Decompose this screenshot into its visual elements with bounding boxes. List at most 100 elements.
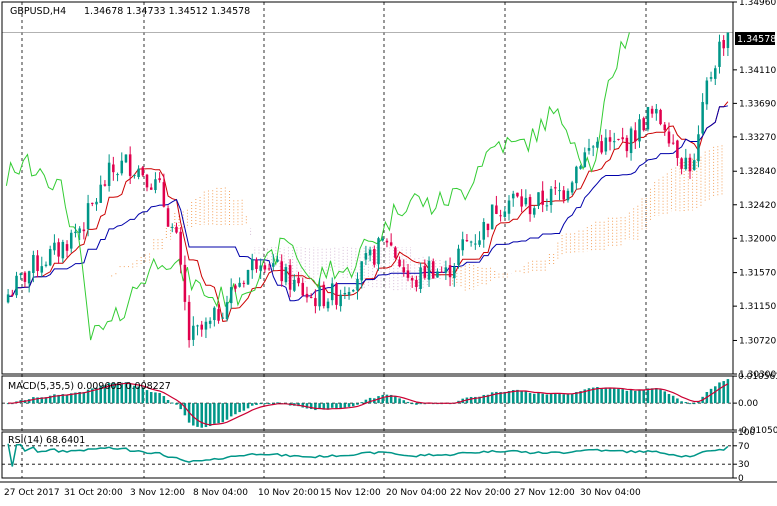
macd-histogram-bar (128, 384, 132, 404)
candle-body (701, 102, 704, 134)
macd-histogram-bar (91, 388, 94, 404)
macd-histogram-bar (246, 403, 250, 409)
candle-body (722, 40, 725, 49)
candle-body (554, 187, 557, 189)
candle-body (629, 128, 633, 154)
y-tick-label: 1.32420 (739, 201, 776, 211)
candle-body (162, 182, 166, 207)
candle-body (293, 279, 296, 291)
candle-body (541, 190, 544, 205)
candle-body (419, 267, 422, 289)
x-tick-label: 31 Oct 20:00 (64, 488, 123, 498)
macd-y-tick-label: 0.010563 (738, 372, 777, 382)
candle-body (305, 293, 309, 298)
macd-histogram-bar (516, 389, 519, 404)
macd-histogram-bar (604, 387, 608, 404)
candle-body (32, 254, 35, 274)
macd-histogram-bar (671, 395, 675, 404)
macd-histogram-bar (579, 391, 582, 404)
candle-body (246, 269, 250, 285)
macd-histogram-bar (718, 382, 721, 404)
candle-body (137, 168, 140, 178)
candle-body (516, 192, 519, 197)
macd-histogram-bar (44, 397, 48, 404)
candle-body (415, 279, 418, 288)
macd-histogram-bar (600, 387, 603, 404)
candle-body (158, 178, 161, 181)
macd-histogram-bar (276, 402, 279, 404)
macd-histogram-bar (162, 396, 166, 404)
candle-body (314, 298, 317, 307)
macd-histogram-bar (154, 392, 157, 404)
candle-body (444, 267, 448, 273)
macd-histogram-bar (356, 403, 359, 405)
chikou-span-line (5, 32, 630, 341)
candle-body (402, 267, 406, 273)
macd-histogram-bar (612, 388, 616, 404)
current-price-text: 1.34578 (737, 34, 776, 45)
macd-histogram-bar (684, 402, 688, 404)
macd-histogram-bar (646, 388, 650, 404)
candle-body (726, 32, 730, 48)
candle-body (671, 142, 675, 144)
macd-title: MACD(5,35,5) 0.009605 0.008227 (8, 381, 171, 392)
tenkan-sen-line (8, 101, 729, 322)
candle-body (650, 108, 654, 114)
macd-histogram-bar (419, 403, 422, 405)
macd-histogram-bar (314, 403, 317, 411)
macd-histogram-bar (549, 393, 553, 404)
macd-histogram-bar (107, 383, 111, 404)
candle-body (431, 261, 435, 279)
candle-body (495, 205, 498, 214)
candle-body (339, 294, 342, 307)
candle-body (65, 244, 69, 251)
candle-body (40, 266, 44, 273)
candle-body (570, 182, 574, 193)
macd-histogram-bar (566, 394, 570, 404)
x-tick-label: 10 Nov 20:00 (258, 488, 319, 498)
macd-histogram-bar (326, 403, 330, 410)
macd-histogram-bar (238, 403, 241, 413)
macd-histogram-bar (158, 392, 161, 404)
candle-body (533, 208, 536, 215)
candle-body (381, 238, 384, 241)
candle-body (499, 215, 502, 217)
candle-body (221, 317, 225, 319)
candle-body (600, 141, 603, 153)
macd-histogram-bar (625, 390, 629, 404)
y-tick-label: 1.30720 (739, 336, 776, 346)
macd-histogram-bar (200, 403, 203, 428)
macd-histogram-bar (204, 403, 208, 428)
candle-body (410, 277, 414, 281)
candle-body (634, 130, 637, 142)
macd-histogram-bar (217, 403, 220, 424)
candle-body (6, 294, 10, 303)
x-tick-label: 27 Oct 2017 (4, 488, 60, 498)
candle-body (692, 160, 696, 170)
candle-body (676, 140, 679, 158)
macd-histogram-bar (250, 403, 254, 406)
candle-body (638, 119, 641, 142)
macd-histogram-bar (196, 403, 199, 427)
macd-histogram-bar (545, 394, 549, 404)
candle-body (267, 268, 271, 270)
candle-body (107, 162, 111, 186)
candle-body (99, 184, 102, 203)
candle-body (394, 247, 397, 258)
macd-histogram-bar (629, 389, 633, 404)
candle-body (149, 187, 153, 190)
macd-histogram-bar (32, 397, 35, 404)
macd-histogram-bar (149, 392, 153, 404)
candle-body (608, 137, 612, 142)
macd-histogram-bar (208, 403, 212, 427)
candle-body (91, 202, 94, 204)
candle-body (154, 179, 157, 191)
candle-body (53, 242, 56, 251)
candle-body (343, 293, 347, 295)
rsi-y-tick-label: 30 (738, 460, 750, 470)
candle-body (116, 174, 119, 176)
macd-histogram-bar (48, 395, 52, 404)
macd-histogram-bar (667, 394, 671, 404)
